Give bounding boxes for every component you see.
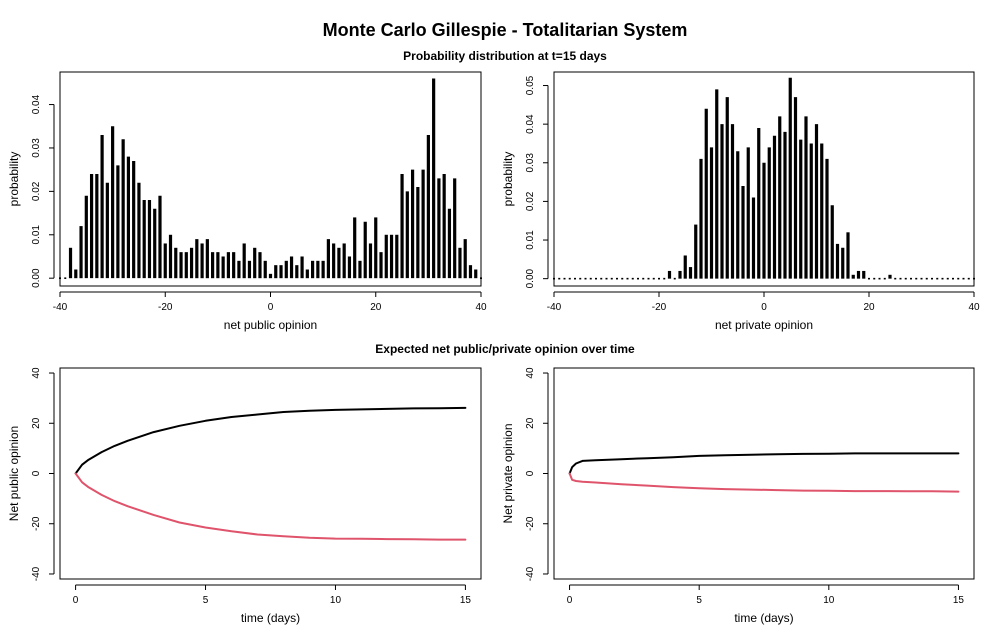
y-axis: 0.00 0.01 0.02 0.03 0.04 0.05 probability	[501, 75, 549, 288]
x-tick-label: 0	[567, 595, 573, 606]
subtitle-top: Probability distribution at t=15 days	[403, 49, 607, 63]
y-tick-label: -20	[31, 516, 42, 531]
series-line-negative	[568, 472, 960, 493]
y-tick-label: 20	[31, 417, 42, 429]
y-tick-label: -20	[525, 516, 536, 531]
y-axis: -40 -20 0 20 40 Net public opinion	[7, 367, 55, 581]
x-tick-label: 15	[953, 595, 965, 606]
chart-panel-3: 0 5 10 15 time (days) -40 -20 0 20 40 Net public o…	[7, 367, 482, 625]
x-tick-label: 0	[268, 302, 274, 313]
y-tick-label: 0.05	[525, 75, 536, 95]
series-line-positive	[568, 452, 960, 475]
y-tick-label: -40	[525, 566, 536, 581]
y-tick-label: 0.01	[525, 230, 536, 250]
y-tick-label: 20	[525, 417, 536, 429]
x-axis-label: net private opinion	[715, 318, 813, 332]
y-tick-label: 0.04	[525, 114, 536, 134]
main-title: Monte Carlo Gillespie - Totalitarian Sys…	[323, 20, 688, 40]
x-tick-label: 20	[863, 302, 875, 313]
y-axis: 0.00 0.01 0.02 0.03 0.04 probability	[7, 94, 55, 288]
y-tick-label: 0.00	[31, 268, 42, 288]
plot-area	[74, 406, 467, 541]
plot-area	[59, 78, 482, 279]
x-axis: 0 5 10 15 time (days)	[567, 584, 965, 625]
x-axis: -40 -20 0 20 40 net public opinion	[53, 291, 487, 332]
x-tick-label: -40	[53, 302, 68, 313]
x-axis-label: time (days)	[241, 611, 300, 625]
y-tick-label: 0.02	[31, 181, 42, 201]
y-tick-label: 0.04	[31, 94, 42, 114]
x-axis: -40 -20 0 20 40 net private opinion	[547, 291, 980, 332]
y-axis-label: probability	[7, 152, 21, 207]
x-tick-label: 40	[475, 302, 487, 313]
x-axis-label: net public opinion	[224, 318, 317, 332]
x-axis: 0 5 10 15 time (days)	[73, 584, 472, 625]
y-axis-label: probability	[501, 152, 515, 207]
x-tick-label: 20	[370, 302, 382, 313]
x-tick-label: 15	[460, 595, 472, 606]
y-tick-label: 0.00	[525, 268, 536, 288]
y-tick-label: 0.01	[31, 225, 42, 245]
y-tick-label: 0	[31, 470, 42, 476]
x-tick-label: 40	[968, 302, 980, 313]
plot-frame	[59, 71, 482, 287]
plot-frame	[59, 367, 482, 580]
x-tick-label: 5	[696, 595, 702, 606]
plot-area	[553, 77, 975, 280]
x-tick-label: 5	[203, 595, 209, 606]
y-tick-label: 40	[31, 367, 42, 379]
x-axis-label: time (days)	[734, 611, 793, 625]
y-tick-label: 40	[525, 367, 536, 379]
plot-frame	[553, 71, 975, 287]
chart-panel-4: 0 5 10 15 time (days) -40 -20 0 20 40 Net private …	[501, 367, 975, 625]
plot-area	[568, 452, 960, 493]
plot-frame	[553, 367, 975, 580]
y-tick-label: 0	[525, 470, 536, 476]
x-tick-label: 10	[330, 595, 342, 606]
y-tick-label: 0.03	[31, 138, 42, 158]
y-axis: -40 -20 0 20 40 Net private opinion	[501, 367, 549, 581]
x-tick-label: -20	[158, 302, 173, 313]
subtitle-bottom: Expected net public/private opinion over…	[375, 342, 635, 356]
y-tick-label: 0.02	[525, 191, 536, 211]
x-tick-label: 0	[73, 595, 79, 606]
y-axis-label: Net public opinion	[7, 426, 21, 521]
series-line-negative	[74, 472, 467, 541]
series-line-positive	[74, 406, 467, 475]
x-tick-label: -20	[652, 302, 667, 313]
y-axis-label: Net private opinion	[501, 423, 515, 523]
y-tick-label: -40	[31, 566, 42, 581]
y-tick-label: 0.03	[525, 153, 536, 173]
x-tick-label: 0	[761, 302, 767, 313]
x-tick-label: 10	[823, 595, 835, 606]
x-tick-label: -40	[547, 302, 562, 313]
